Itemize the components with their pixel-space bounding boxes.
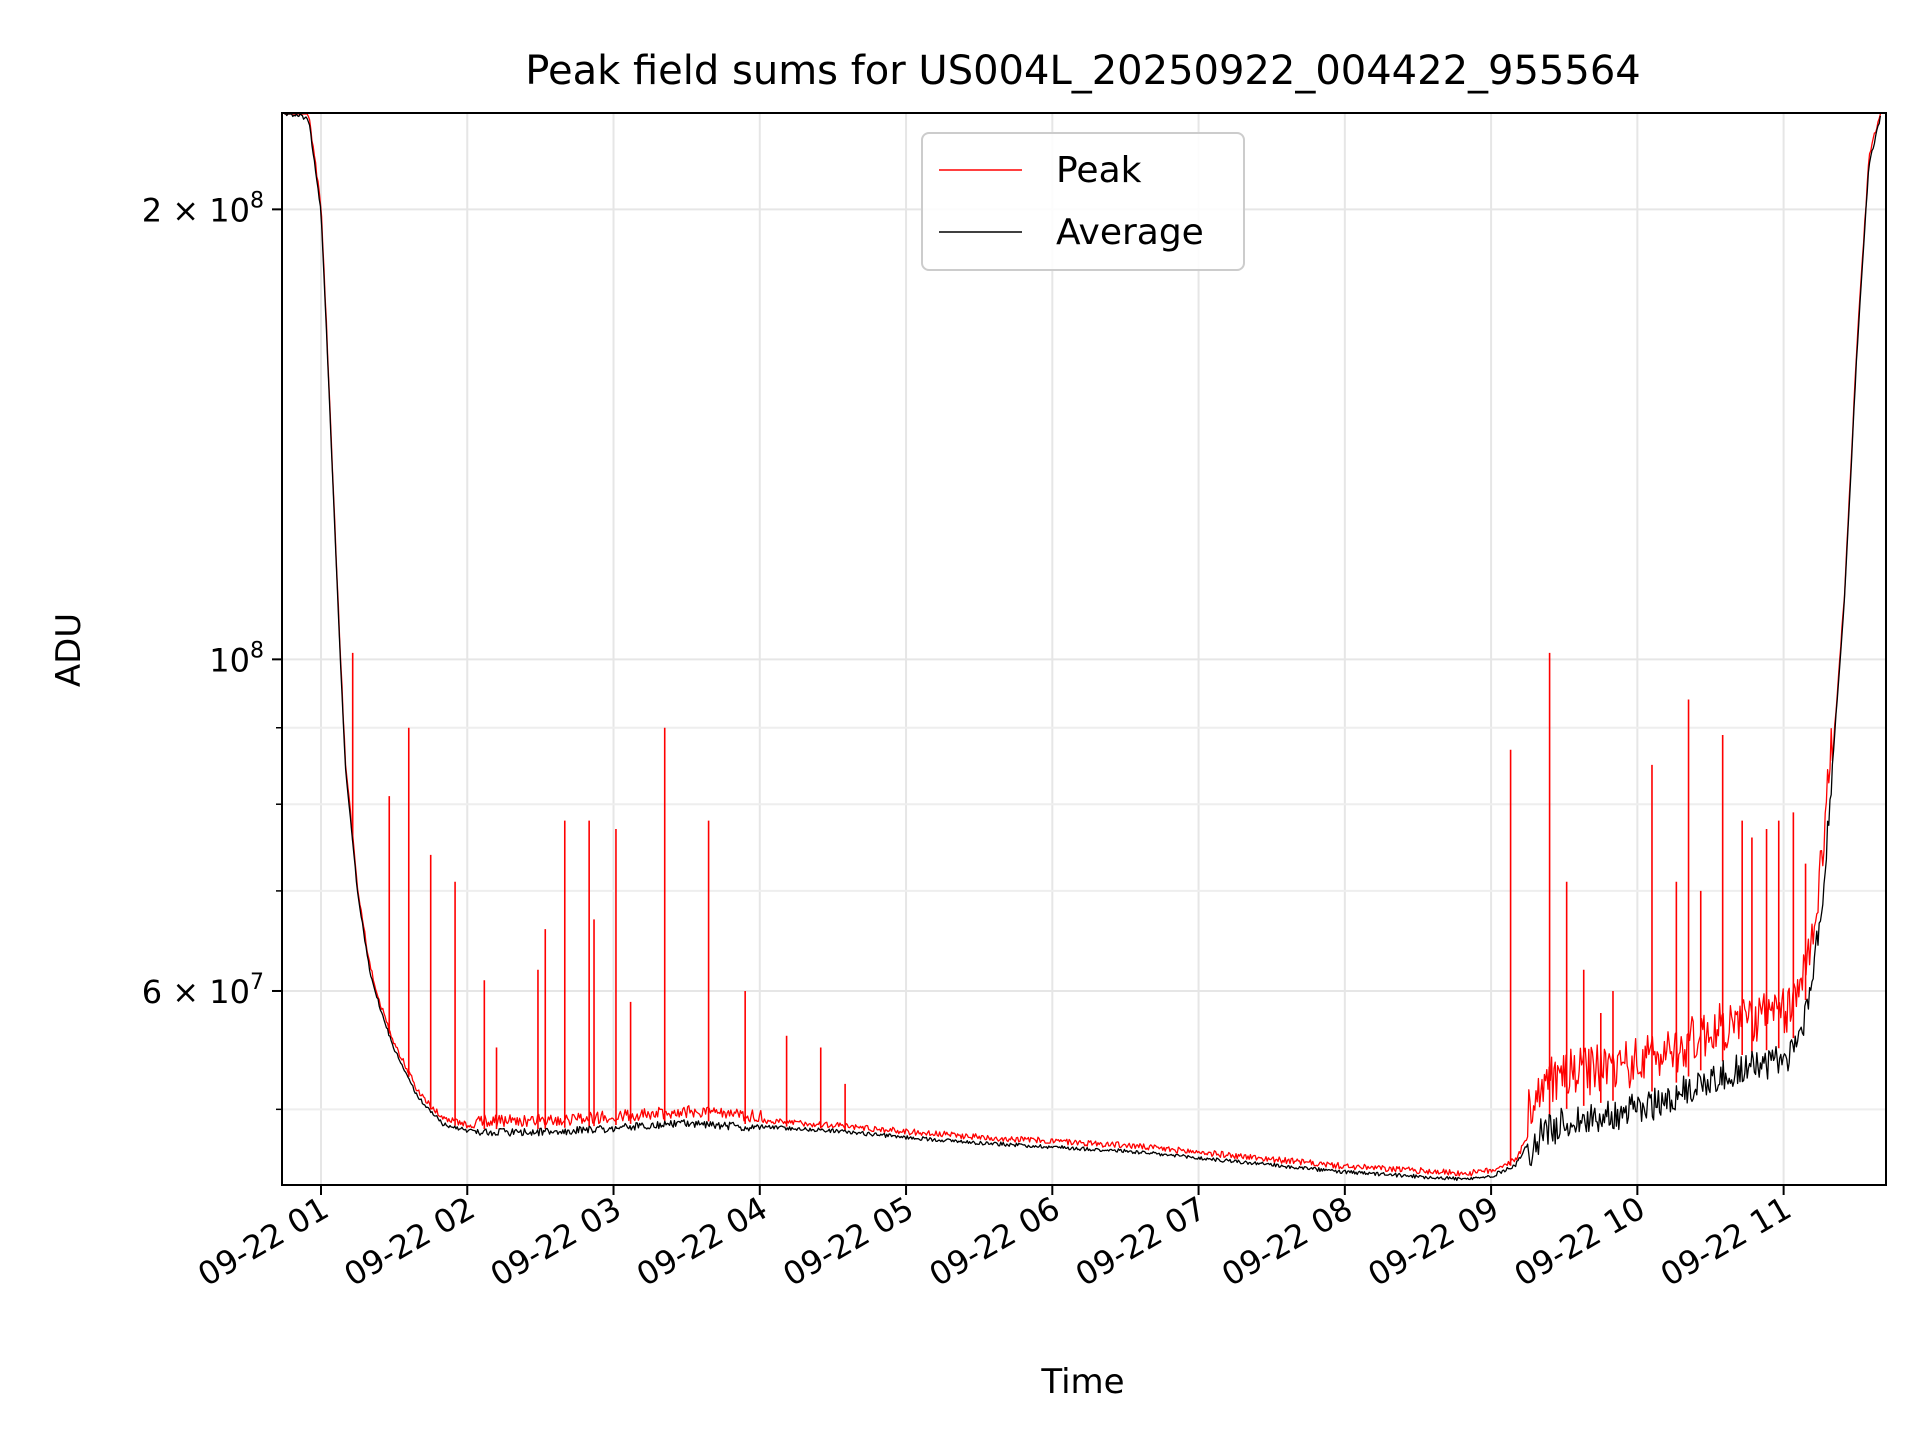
legend: Peak Average: [921, 132, 1245, 271]
legend-label-peak: Peak: [1056, 150, 1142, 191]
x-axis-label: Time: [1040, 1362, 1124, 1402]
chart-title: Peak field sums for US004L_20250922_0044…: [525, 48, 1640, 94]
y-tick-label: 6 × 107: [142, 970, 264, 1011]
y-tick-label: 2 × 108: [142, 188, 264, 229]
series-line-peak: [284, 113, 1882, 1177]
legend-box: [921, 132, 1245, 271]
legend-label-average: Average: [1056, 212, 1204, 253]
y-tick-label: 108: [209, 638, 264, 679]
series-line-average: [284, 113, 1882, 1182]
series-lines: [284, 113, 1882, 1182]
plot-frame: [281, 112, 1887, 1186]
peak-spikes: [351, 652, 1807, 1166]
y-axis-ticks: 2 × 108 108 6 × 107: [142, 188, 282, 1111]
y-axis-label: ADU: [49, 613, 89, 687]
